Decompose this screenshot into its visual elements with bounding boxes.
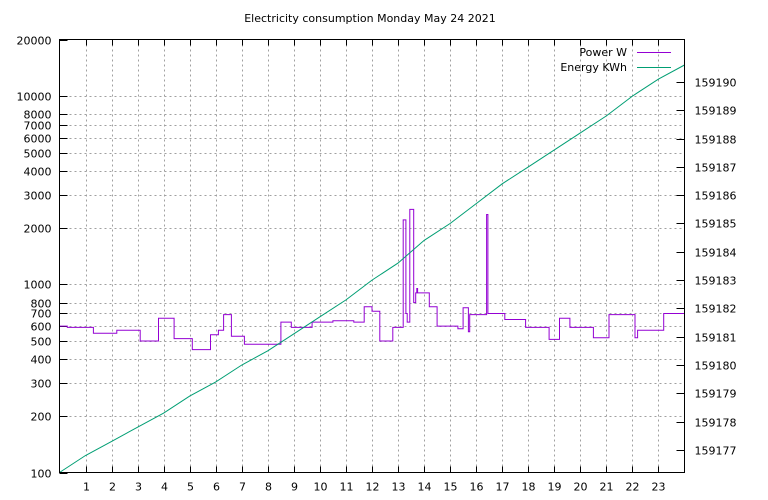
x-tick-label: 19: [548, 481, 562, 494]
y-tick-label-left: 500: [31, 336, 52, 349]
y-tick-label-left: 800: [31, 298, 52, 311]
x-axis: 1 2 3 4 5 6 7 8 9 10 11 12 13 14 15 16 17 18 19 20 21 22 23: [83, 39, 666, 494]
x-tick-label: 12: [366, 481, 380, 494]
x-tick-label: 23: [652, 481, 666, 494]
y-tick-label-right: 159183: [695, 275, 737, 288]
x-tick-label: 7: [239, 481, 246, 494]
y-tick-label-right: 159186: [695, 190, 737, 203]
x-tick-label: 13: [392, 481, 406, 494]
x-tick-label: 11: [340, 481, 354, 494]
y-tick-label-left: 200: [31, 411, 52, 424]
x-tick-label: 2: [109, 481, 116, 494]
x-tick-label: 5: [187, 481, 194, 494]
y-tick-label-right: 159179: [695, 388, 737, 401]
y-tick-label-right: 159187: [695, 162, 737, 175]
x-tick-label: 4: [161, 481, 168, 494]
x-tick-label: 6: [213, 481, 220, 494]
legend: Power W Energy KWh: [560, 46, 671, 74]
x-tick-label: 1: [83, 481, 90, 494]
y-tick-label-right: 159178: [695, 417, 737, 430]
x-tick-label: 15: [444, 481, 458, 494]
x-tick-label: 14: [418, 481, 432, 494]
series-line-power: [59, 208, 685, 351]
y-tick-label-left: 2000: [24, 223, 52, 236]
y-tick-label-right: 159185: [695, 218, 737, 231]
legend-label: Power W: [579, 46, 627, 59]
x-tick-label: 16: [470, 481, 484, 494]
y-tick-label-right: 159184: [695, 247, 737, 260]
y-tick-label-left: 4000: [24, 166, 52, 179]
y-tick-label-left: 20000: [17, 35, 52, 48]
x-tick-label: 8: [265, 481, 272, 494]
x-tick-label: 9: [291, 481, 298, 494]
plot-frame: [59, 39, 685, 473]
legend-label: Energy KWh: [560, 61, 627, 74]
y-tick-label-left: 3000: [24, 190, 52, 203]
y-tick-label-right: 159189: [695, 105, 737, 118]
y-tick-label-left: 700: [31, 308, 52, 321]
y-tick-label-left: 8000: [24, 109, 52, 122]
y-tick-label-left: 300: [31, 378, 52, 391]
series-line-energy: [59, 64, 685, 473]
y-tick-label-left: 600: [31, 321, 52, 334]
x-tick-label: 3: [135, 481, 142, 494]
y-tick-label-right: 159181: [695, 332, 737, 345]
y-tick-label-left: 400: [31, 354, 52, 367]
y-axis-right: 159177 159178 159179 159180 159181 159182 1591…: [676, 77, 737, 458]
y-tick-label-left: 1000: [24, 279, 52, 292]
x-tick-label: 18: [522, 481, 536, 494]
y-tick-label-left: 6000: [24, 133, 52, 146]
y-tick-label-right: 159188: [695, 134, 737, 147]
y-tick-label-right: 159177: [695, 445, 737, 458]
y-tick-label-left: 10000: [17, 91, 52, 104]
y-tick-label-left: 100: [31, 468, 52, 481]
plot-area: [59, 64, 685, 473]
x-tick-label: 10: [314, 481, 328, 494]
grid: [59, 39, 685, 473]
chart-title: Electricity consumption Monday May 24 20…: [244, 12, 496, 25]
y-tick-label-right: 159182: [695, 303, 737, 316]
x-tick-label: 20: [574, 481, 588, 494]
y-tick-label-right: 159180: [695, 360, 737, 373]
y-tick-label-right: 159190: [695, 77, 737, 90]
x-tick-label: 17: [496, 481, 510, 494]
x-tick-label: 22: [626, 481, 640, 494]
y-tick-label-left: 7000: [24, 120, 52, 133]
y-tick-label-left: 5000: [24, 148, 52, 161]
x-tick-label: 21: [600, 481, 614, 494]
